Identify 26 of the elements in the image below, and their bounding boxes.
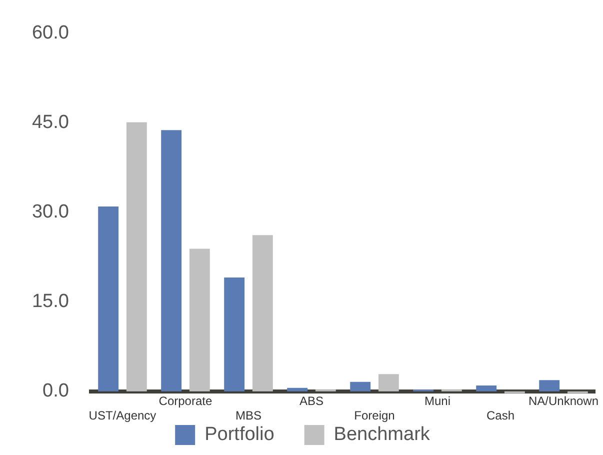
legend-label: Portfolio (204, 424, 274, 446)
bar (350, 382, 371, 392)
bar (287, 388, 308, 392)
y-tick-label: 45.0 (32, 112, 69, 134)
legend-label: Benchmark (334, 424, 430, 446)
y-tick-label: 0.0 (42, 380, 69, 402)
bar (252, 235, 273, 392)
x-tick-label: UST/Agency (88, 408, 156, 422)
x-tick-label: Muni (424, 394, 450, 408)
x-tick-label: Cash (486, 408, 515, 422)
bar (161, 130, 182, 392)
x-tick-label: Corporate (158, 394, 212, 408)
x-tick-label: MBS (235, 408, 262, 422)
y-tick-label: 15.0 (32, 291, 69, 312)
bar (189, 248, 210, 392)
bar (539, 380, 560, 392)
x-tick-label: Foreign (354, 408, 395, 422)
bar (98, 206, 119, 392)
x-tick-label: NA/Unknown (528, 394, 599, 408)
bar (476, 385, 497, 392)
y-tick-label: 30.0 (32, 202, 69, 223)
bar (126, 122, 147, 392)
bar (378, 374, 399, 392)
y-tick-label: 60.0 (32, 22, 69, 44)
x-tick-label: ABS (299, 394, 324, 408)
bar (224, 277, 245, 392)
